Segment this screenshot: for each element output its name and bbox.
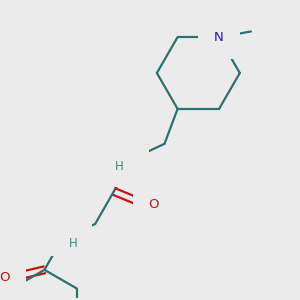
Text: N: N [214,31,224,44]
Text: O: O [148,198,159,211]
Text: H: H [69,237,77,250]
Text: H: H [114,160,123,173]
Text: N: N [124,150,134,163]
Text: N: N [56,227,66,240]
Text: O: O [0,271,10,284]
